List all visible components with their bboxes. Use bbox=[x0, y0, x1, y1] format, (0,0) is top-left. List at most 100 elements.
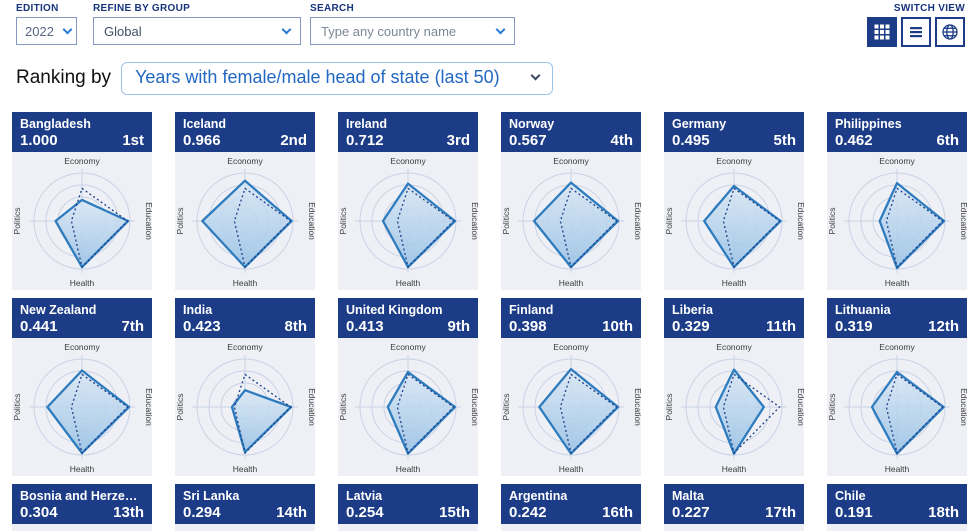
country-score: 0.966 bbox=[183, 132, 221, 149]
country-card[interactable]: Germany 0.495 5th Economy Education Health… bbox=[664, 112, 804, 290]
svg-text:Health: Health bbox=[233, 464, 258, 474]
country-card[interactable]: Philippines 0.462 6th Economy Education He… bbox=[827, 112, 967, 290]
svg-text:Health: Health bbox=[233, 278, 258, 288]
svg-text:Education: Education bbox=[307, 388, 315, 426]
svg-text:Health: Health bbox=[559, 278, 584, 288]
radar-chart: Economy Education Health Politics bbox=[501, 152, 641, 290]
radar-chart bbox=[827, 524, 967, 531]
country-card[interactable]: Norway 0.567 4th Economy Education Health P… bbox=[501, 112, 641, 290]
chevron-down-icon bbox=[281, 24, 292, 34]
svg-text:Education: Education bbox=[307, 202, 315, 240]
country-card[interactable]: New Zealand 0.441 7th Economy Education He… bbox=[12, 298, 152, 476]
svg-text:Health: Health bbox=[559, 464, 584, 474]
country-score: 0.227 bbox=[672, 504, 710, 521]
country-rank: 13th bbox=[113, 504, 144, 521]
svg-text:Education: Education bbox=[633, 388, 641, 426]
edition-select[interactable]: 2022 bbox=[16, 17, 77, 45]
country-rank: 14th bbox=[276, 504, 307, 521]
chevron-down-icon bbox=[62, 24, 73, 34]
ranking-selected-value: Years with female/male head of state (la… bbox=[135, 66, 500, 87]
country-score: 1.000 bbox=[20, 132, 58, 149]
switch-view-label: SWITCH VIEW bbox=[893, 3, 965, 14]
svg-text:Education: Education bbox=[470, 388, 478, 426]
svg-text:Education: Education bbox=[633, 202, 641, 240]
country-score: 0.294 bbox=[183, 504, 221, 521]
svg-text:Education: Education bbox=[959, 388, 967, 426]
radar-chart bbox=[12, 524, 152, 531]
svg-text:Economy: Economy bbox=[227, 342, 263, 352]
country-score: 0.462 bbox=[835, 132, 873, 149]
country-score: 0.712 bbox=[346, 132, 384, 149]
country-name: New Zealand bbox=[20, 303, 97, 317]
svg-text:Politics: Politics bbox=[664, 394, 674, 421]
radar-chart: Economy Education Health Politics bbox=[664, 338, 804, 476]
svg-text:Politics: Politics bbox=[827, 394, 837, 421]
svg-text:Health: Health bbox=[722, 278, 747, 288]
country-rank: 6th bbox=[936, 132, 960, 149]
grid-view-button[interactable] bbox=[867, 17, 897, 47]
edition-value: 2022 bbox=[25, 23, 54, 39]
search-control: SEARCH Type any country name bbox=[310, 3, 515, 45]
svg-text:Health: Health bbox=[70, 278, 95, 288]
country-name: Philippines bbox=[835, 117, 902, 131]
country-name: Lithuania bbox=[835, 303, 891, 317]
radar-chart: Economy Education Health Politics bbox=[338, 338, 478, 476]
country-card[interactable]: Bangladesh 1.000 1st Economy Education Hea… bbox=[12, 112, 152, 290]
ranking-row: Ranking by Years with female/male head o… bbox=[16, 61, 975, 95]
country-name: Latvia bbox=[346, 489, 383, 503]
svg-text:Health: Health bbox=[885, 278, 910, 288]
country-card[interactable]: Argentina 0.242 16th bbox=[501, 484, 641, 531]
svg-text:Politics: Politics bbox=[175, 394, 185, 421]
country-name: Bosnia and Herzegovina bbox=[20, 489, 144, 503]
grid-icon bbox=[874, 24, 890, 40]
country-card[interactable]: Chile 0.191 18th bbox=[827, 484, 967, 531]
globe-view-button[interactable] bbox=[935, 17, 965, 47]
radar-chart: Economy Education Health Politics bbox=[175, 152, 315, 290]
svg-text:Health: Health bbox=[722, 464, 747, 474]
country-name: Finland bbox=[509, 303, 554, 317]
country-card[interactable]: Lithuania 0.319 12th Economy Education Hea… bbox=[827, 298, 967, 476]
country-card[interactable]: Ireland 0.712 3rd Economy Education Health… bbox=[338, 112, 478, 290]
svg-text:Economy: Economy bbox=[227, 156, 263, 166]
country-rank: 1st bbox=[122, 132, 144, 149]
search-select[interactable]: Type any country name bbox=[310, 17, 515, 45]
radar-chart bbox=[175, 524, 315, 531]
country-card-header: Bosnia and Herzegovina 0.304 13th bbox=[12, 484, 152, 524]
svg-text:Economy: Economy bbox=[390, 342, 426, 352]
country-card-header: Latvia 0.254 15th bbox=[338, 484, 478, 524]
svg-text:Economy: Economy bbox=[390, 156, 426, 166]
country-card[interactable]: Iceland 0.966 2nd Economy Education Health… bbox=[175, 112, 315, 290]
country-card[interactable]: Latvia 0.254 15th bbox=[338, 484, 478, 531]
search-placeholder: Type any country name bbox=[321, 23, 457, 39]
country-name: Germany bbox=[672, 117, 727, 131]
country-card[interactable]: India 0.423 8th Economy Education Health Po… bbox=[175, 298, 315, 476]
country-card-header: Sri Lanka 0.294 14th bbox=[175, 484, 315, 524]
country-card-header: Norway 0.567 4th bbox=[501, 112, 641, 152]
country-card[interactable]: Malta 0.227 17th bbox=[664, 484, 804, 531]
country-card[interactable]: Sri Lanka 0.294 14th bbox=[175, 484, 315, 531]
country-name: Iceland bbox=[183, 117, 227, 131]
country-card[interactable]: Liberia 0.329 11th Economy Education Healt… bbox=[664, 298, 804, 476]
svg-text:Economy: Economy bbox=[716, 342, 752, 352]
svg-text:Politics: Politics bbox=[501, 394, 511, 421]
svg-text:Politics: Politics bbox=[338, 208, 348, 235]
country-name: Norway bbox=[509, 117, 555, 131]
radar-chart: Economy Education Health Politics bbox=[12, 152, 152, 290]
refine-by-group-control: REFINE BY GROUP Global bbox=[93, 3, 301, 45]
list-view-button[interactable] bbox=[901, 17, 931, 47]
globe-icon bbox=[942, 24, 958, 40]
country-name: Chile bbox=[835, 489, 866, 503]
country-card[interactable]: Finland 0.398 10th Economy Education Healt… bbox=[501, 298, 641, 476]
country-rank: 2nd bbox=[280, 132, 307, 149]
country-name: Sri Lanka bbox=[183, 489, 240, 503]
svg-text:Politics: Politics bbox=[338, 394, 348, 421]
svg-text:Economy: Economy bbox=[879, 156, 915, 166]
refine-select[interactable]: Global bbox=[93, 17, 301, 45]
ranking-select[interactable]: Years with female/male head of state (la… bbox=[121, 61, 553, 95]
country-card[interactable]: Bosnia and Herzegovina 0.304 13th bbox=[12, 484, 152, 531]
radar-chart: Economy Education Health Politics bbox=[827, 338, 967, 476]
switch-view-control: SWITCH VIEW bbox=[867, 3, 965, 47]
country-card[interactable]: United Kingdom 0.413 9th Economy Educatio… bbox=[338, 298, 478, 476]
radar-chart bbox=[664, 524, 804, 531]
svg-text:Economy: Economy bbox=[879, 342, 915, 352]
